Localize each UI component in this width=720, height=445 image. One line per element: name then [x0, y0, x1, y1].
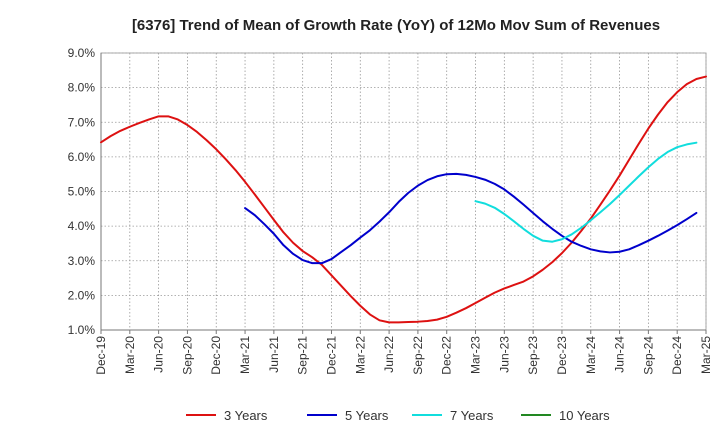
legend-label-3-years: 3 Years [224, 408, 268, 423]
y-tick-label: 6.0% [68, 150, 96, 164]
x-tick-label: Mar-21 [238, 336, 252, 374]
legend-label-10-years: 10 Years [559, 408, 610, 423]
y-tick-label: 5.0% [68, 185, 96, 199]
axes: 1.0% 2.0% 3.0% 4.0% 5.0% 6.0% 7.0% 8.0% 9.0% Dec-… [68, 46, 713, 375]
series-line-7-years [474, 141, 698, 243]
x-tick-label: Jun-20 [152, 336, 166, 373]
y-tick-label: 8.0% [68, 81, 96, 95]
y-tick-label: 1.0% [68, 323, 96, 337]
y-tick-label: 9.0% [68, 46, 96, 60]
x-tick-label: Mar-20 [123, 336, 137, 374]
y-tick-label: 4.0% [68, 219, 96, 233]
series-line-3-years [100, 75, 707, 324]
x-tick-label: Sep-24 [641, 336, 655, 375]
x-tick-label: Dec-19 [94, 336, 108, 375]
x-tick-label: Mar-24 [584, 336, 598, 374]
x-tick-label: Sep-21 [296, 336, 310, 375]
chart-title: [6376] Trend of Mean of Growth Rate (YoY… [132, 17, 660, 34]
x-tick-label: Jun-21 [267, 336, 281, 373]
x-tick-label: Mar-25 [699, 336, 713, 374]
x-tick-label: Jun-23 [497, 336, 511, 373]
y-tick-label: 7.0% [68, 115, 96, 129]
x-tick-label: Dec-23 [555, 336, 569, 375]
x-tick-label: Dec-22 [440, 336, 454, 375]
gridlines [100, 52, 707, 331]
x-tick-label: Jun-24 [613, 336, 627, 373]
legend-label-5-years: 5 Years [345, 408, 389, 423]
x-tick-label: Dec-24 [670, 336, 684, 375]
legend: 3 Years 5 Years 7 Years 10 Years [186, 408, 610, 423]
series-lines [100, 75, 707, 324]
x-tick-label: Dec-21 [324, 336, 338, 375]
y-tick-label: 2.0% [68, 288, 96, 302]
series-line-5-years [244, 172, 698, 265]
x-tick-label: Mar-23 [469, 336, 483, 374]
legend-label-7-years: 7 Years [450, 408, 494, 423]
x-tick-label: Sep-23 [526, 336, 540, 375]
x-tick-label: Dec-20 [209, 336, 223, 375]
y-tick-label: 3.0% [68, 254, 96, 268]
x-tick-label: Sep-22 [411, 336, 425, 375]
x-tick-label: Jun-22 [382, 336, 396, 373]
x-tick-label: Sep-20 [180, 336, 194, 375]
x-tick-label: Mar-22 [353, 336, 367, 374]
